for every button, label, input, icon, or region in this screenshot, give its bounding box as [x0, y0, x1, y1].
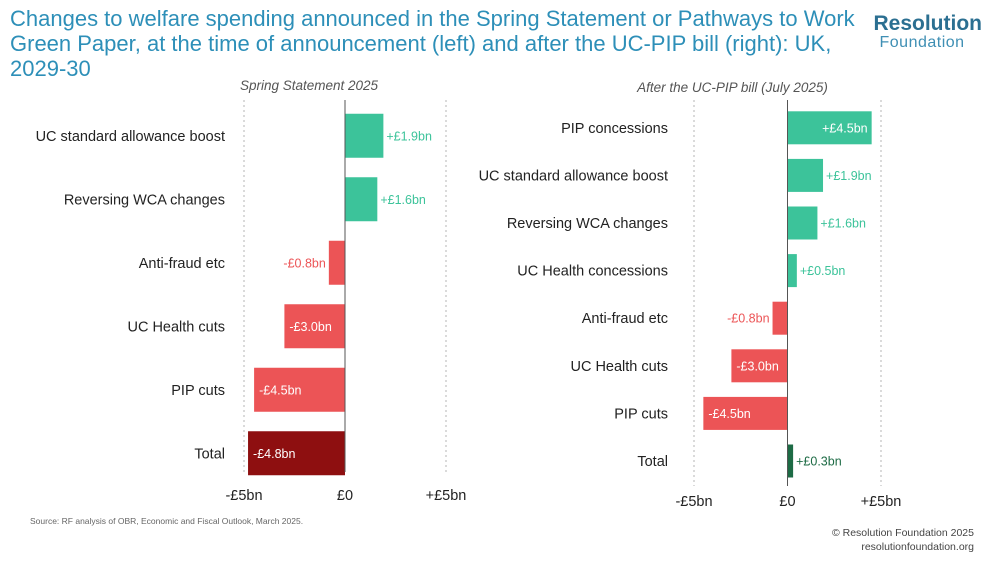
right-bar-3	[787, 254, 797, 288]
left-bar-0	[345, 113, 384, 158]
left-x-tick-label-0: -£5bn	[225, 488, 262, 504]
right-bar-4	[772, 301, 788, 335]
right-data-label-2: +£1.6bn	[820, 217, 866, 231]
left-chart-subtitle: Spring Statement 2025	[240, 78, 379, 93]
right-data-label-3: +£0.5bn	[800, 264, 846, 278]
right-x-tick-label-2: +£5bn	[861, 494, 902, 510]
right-x-tick-label-0: -£5bn	[675, 494, 712, 510]
left-chart-panel: Spring Statement 2025 UC standard allowan…	[36, 78, 467, 504]
right-x-tick-label-1: £0	[779, 494, 795, 510]
left-bar-5	[248, 431, 345, 476]
right-bar-0	[787, 111, 872, 145]
copyright-text: © Resolution Foundation 2025	[831, 527, 974, 539]
left-category-label-3: UC Health cuts	[127, 319, 225, 335]
logo-line2: Foundation	[879, 34, 965, 51]
right-data-label-1: +£1.9bn	[826, 169, 872, 183]
left-x-tick-label-2: +£5bn	[426, 488, 467, 504]
left-bar-1	[345, 177, 378, 222]
right-data-label-7: +£0.3bn	[796, 455, 842, 469]
right-bar-5	[731, 349, 788, 383]
right-category-label-2: Reversing WCA changes	[507, 216, 668, 232]
website-text: resolutionfoundation.org	[861, 541, 974, 553]
right-chart-panel: After the UC-PIP bill (July 2025) PIP con…	[479, 80, 902, 510]
right-data-label-4: -£0.8bn	[727, 312, 769, 326]
left-data-label-3: -£3.0bn	[289, 320, 331, 334]
left-data-label-0: +£1.9bn	[386, 129, 432, 143]
right-category-label-1: UC standard allowance boost	[479, 168, 668, 184]
left-category-label-5: Total	[194, 446, 225, 462]
right-bar-6	[703, 396, 788, 430]
chart-title: Changes to welfare spending announced in…	[10, 6, 855, 81]
left-data-label-1: +£1.6bn	[380, 193, 426, 207]
right-category-label-7: Total	[637, 454, 668, 470]
left-category-label-4: PIP cuts	[171, 383, 225, 399]
left-bar-4	[254, 367, 345, 412]
left-data-label-5: -£4.8bn	[253, 447, 295, 461]
left-category-label-0: UC standard allowance boost	[36, 129, 225, 145]
right-bar-7	[787, 444, 794, 478]
right-bar-2	[787, 206, 818, 240]
right-category-label-6: PIP cuts	[614, 406, 668, 422]
right-chart-subtitle: After the UC-PIP bill (July 2025)	[636, 80, 828, 95]
right-data-label-6: -£4.5bn	[708, 407, 750, 421]
left-data-label-4: -£4.5bn	[259, 383, 301, 397]
right-category-label-0: PIP concessions	[561, 121, 668, 137]
left-bar-2	[328, 240, 345, 285]
right-category-label-4: Anti-fraud etc	[582, 311, 668, 327]
right-bar-1	[787, 158, 824, 192]
source-note: Source: RF analysis of OBR, Economic and…	[30, 516, 304, 526]
left-x-tick-label-1: £0	[337, 488, 353, 504]
right-category-label-3: UC Health concessions	[517, 264, 668, 280]
left-bar-3	[284, 304, 345, 349]
right-data-label-5: -£3.0bn	[736, 359, 778, 373]
right-data-label-0: +£4.5bn	[822, 121, 868, 135]
left-data-label-2: -£0.8bn	[283, 256, 325, 270]
right-category-label-5: UC Health cuts	[570, 359, 668, 375]
resolution-foundation-logo: Resolution Foundation	[873, 12, 983, 52]
left-category-label-1: Reversing WCA changes	[64, 192, 225, 208]
left-category-label-2: Anti-fraud etc	[139, 256, 225, 272]
copyright-block: © Resolution Foundation 2025 resolutionf…	[832, 526, 974, 554]
logo-line1: Resolution	[873, 12, 983, 35]
